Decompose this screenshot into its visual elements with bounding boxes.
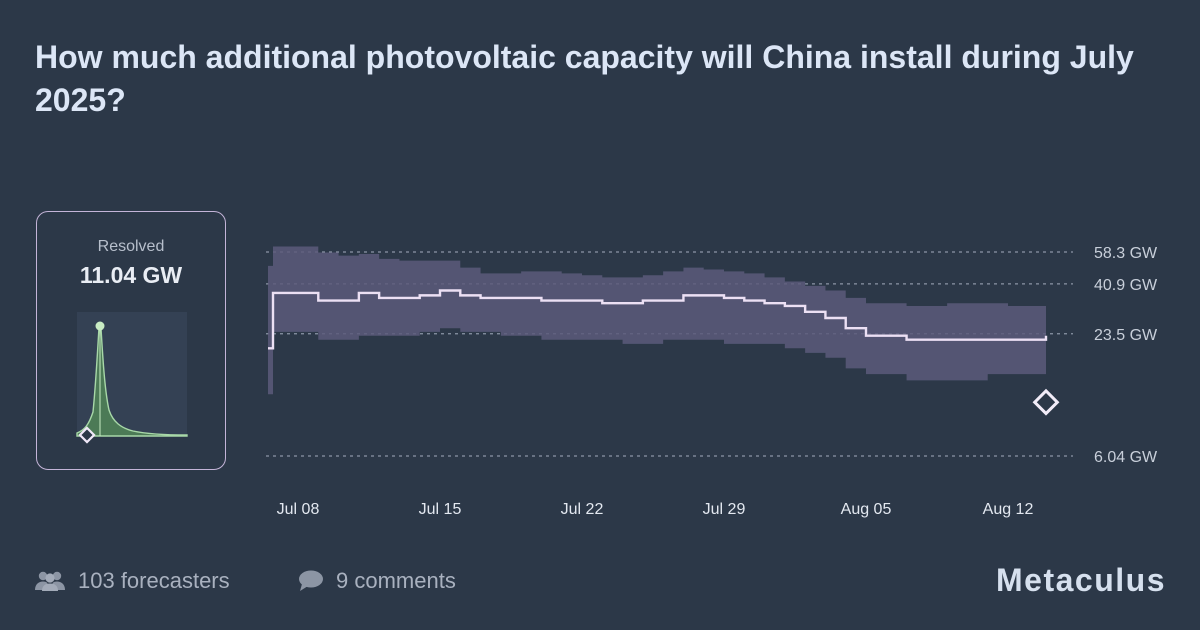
resolution-card: Resolved 11.04 GW [36, 211, 226, 470]
speech-bubble-icon [299, 570, 323, 591]
forecasters-count: 103 forecasters [34, 568, 230, 594]
resolved-value: 11.04 GW [79, 262, 183, 288]
x-tick-label-1: Jul 15 [419, 501, 462, 518]
forecast-chart: 58.3 GW 40.9 GW 23.5 GW 6.04 GW Jul 08 Jul 15… [266, 245, 1158, 518]
forecasters-text: 103 forecasters [78, 568, 230, 593]
x-tick-label-5: Aug 12 [983, 501, 1034, 518]
x-tick-label-4: Aug 05 [841, 501, 892, 518]
comments-text: 9 comments [336, 568, 456, 593]
question-title: How much additional photovoltaic capacit… [35, 39, 1134, 118]
x-tick-label-2: Jul 22 [561, 501, 604, 518]
x-tick-label-3: Jul 29 [703, 501, 746, 518]
brand-logo: Metaculus [996, 562, 1166, 598]
resolved-label: Resolved [97, 238, 165, 255]
median-line [268, 289, 1048, 350]
y-tick-label-2: 23.5 GW [1094, 327, 1158, 344]
comments-count: 9 comments [298, 568, 456, 594]
y-tick-label-3: 6.04 GW [1094, 449, 1158, 466]
mini-density-chart [76, 312, 188, 444]
mini-peak-marker [95, 321, 105, 331]
resolution-marker [1032, 388, 1060, 416]
x-tick-label-0: Jul 08 [277, 501, 320, 518]
users-icon [35, 571, 65, 591]
y-tick-label-0: 58.3 GW [1094, 245, 1158, 262]
y-tick-label-1: 40.9 GW [1094, 277, 1158, 294]
confidence-band [268, 246, 1046, 395]
mini-density-area [76, 321, 188, 437]
mini-resolution-marker [78, 426, 96, 444]
